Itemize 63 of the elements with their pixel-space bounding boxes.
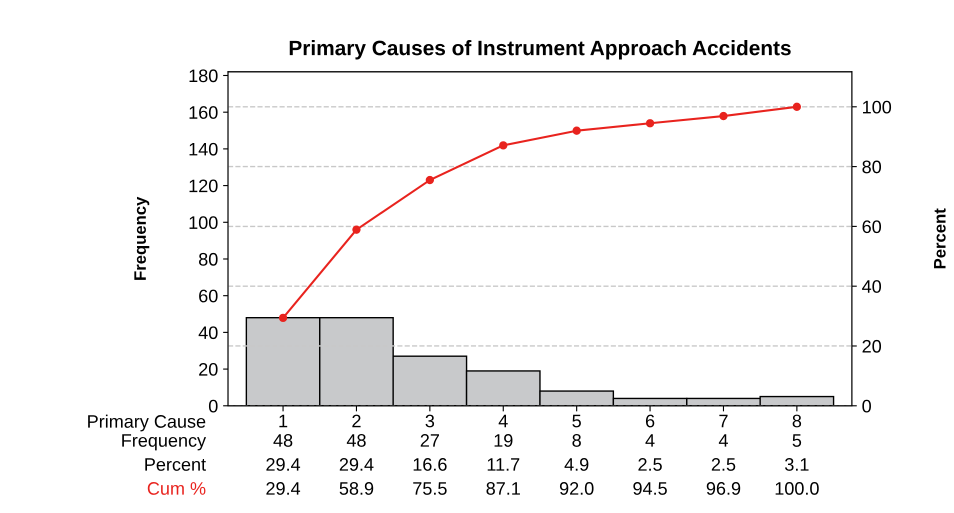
x-tick-label: 8 — [792, 414, 802, 428]
text: 4.9 — [564, 458, 588, 471]
y-tick-label: 100 — [190, 216, 218, 230]
data-label: 100.0 — [776, 482, 819, 495]
x-tick-label: 2 — [352, 414, 361, 428]
y2-tick-label: 60 — [862, 220, 882, 234]
y-tick-label: 80 — [198, 252, 218, 266]
text: Percent — [145, 458, 206, 471]
y-axis-title: Frequency — [134, 196, 150, 280]
x-tick-label: 7 — [719, 414, 728, 428]
y-tick-label: 180 — [190, 69, 218, 82]
point — [426, 176, 434, 184]
y2-tick-label: 20 — [862, 340, 882, 353]
data-label: 94.5 — [633, 482, 667, 495]
point — [719, 112, 728, 120]
y2-tick-label: 100 — [863, 100, 892, 114]
text: Cum % — [148, 482, 206, 495]
x-axis-title: Primary Cause — [88, 414, 206, 432]
y2-tick-label: 40 — [862, 280, 882, 293]
text: 16.6 — [414, 458, 447, 471]
data-label: 96.9 — [706, 482, 740, 495]
y-tick-label: 0 — [208, 400, 218, 413]
data-label: 92.0 — [560, 482, 594, 495]
x-tick-label: 4 — [498, 414, 508, 428]
text: 2.5 — [638, 458, 662, 471]
x-tick-label: 5 — [572, 414, 581, 428]
data-label: 4 — [718, 434, 728, 447]
data-label: 58.9 — [340, 482, 374, 495]
data-label: 29.4 — [266, 482, 300, 495]
y-tick-label: 120 — [190, 180, 218, 192]
point — [352, 226, 361, 234]
y-tick-label: 40 — [198, 326, 218, 340]
data-label: 48 — [346, 434, 366, 447]
y2-tick-label: 80 — [862, 160, 882, 174]
y-tick-label: 160 — [190, 106, 218, 119]
data-label: 5 — [792, 434, 802, 447]
text: 29.4 — [340, 458, 374, 471]
point — [646, 119, 654, 128]
text: 3.1 — [785, 458, 809, 471]
y2-axis-title: Percent — [934, 208, 946, 268]
y-tick-label: 140 — [190, 142, 218, 156]
text: 11.7 — [488, 458, 520, 471]
data-label: 8 — [572, 434, 581, 447]
x-tick-label: 3 — [426, 414, 434, 428]
y-tick-label: 60 — [199, 290, 218, 302]
text: 29.4 — [266, 458, 300, 471]
text: Frequency — [122, 434, 206, 450]
data-label: 27 — [420, 434, 439, 447]
point — [499, 141, 508, 150]
point — [278, 314, 288, 322]
point — [792, 102, 802, 111]
data-label: 4 — [645, 434, 655, 447]
chart-title: Primary Causes of Instrument Approach Accidents — [290, 40, 791, 60]
data-label: 75.5 — [413, 482, 447, 495]
y2-tick-label: 0 — [862, 400, 871, 413]
point — [572, 126, 581, 135]
data-label: 48 — [273, 434, 292, 447]
x-tick-label: 6 — [646, 414, 654, 428]
text: 2.5 — [712, 458, 736, 471]
data-label: 87.1 — [486, 482, 520, 495]
x-tick-label: 1 — [279, 414, 288, 428]
y-tick-label: 20 — [199, 363, 218, 376]
data-label: 19 — [494, 434, 512, 447]
